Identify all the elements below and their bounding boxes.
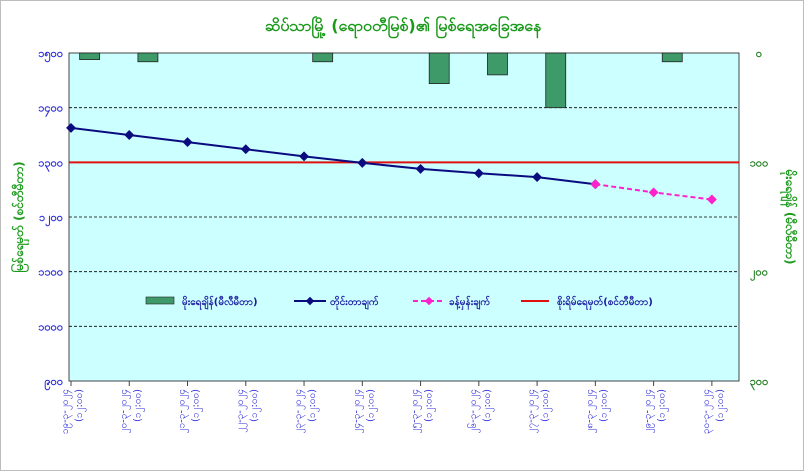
chart-title: ဆိပ်သာမြို့ (ရောဝတီမြစ်)၏ မြစ်ရေအခြေအနေ xyxy=(265,15,542,39)
x-tick-sublabel: (၁၂:၀၀) xyxy=(249,389,262,422)
x-tick-sublabel: (၁၂:၀၀) xyxy=(365,389,378,422)
observed-point xyxy=(357,157,368,168)
left-axis: ၉၀၀ ၁၀၀၀ ၁၁၀၀ ၁၂၀၀ ၁၃၀၀ ၁၄၀၀ ၁၅၀၀ xyxy=(38,47,63,391)
x-tick-group: ၂၀-၃-၂၀၂၄ (၁၂:၀၀) xyxy=(118,389,145,434)
x-tick-label: ၃၀-၃-၂၀၂၄ xyxy=(701,389,714,434)
x-tick-sublabel: (၁၂:၀၀) xyxy=(424,389,437,422)
x-tick-group: ၂၅-၃-၂၀၂၄ (၁၂:၀၀) xyxy=(410,389,437,434)
left-tick-label: ၁၁၀၀ xyxy=(38,266,63,279)
x-tick-sublabel: (၁၂:၀၀) xyxy=(74,389,87,422)
observed-point xyxy=(473,168,484,179)
x-tick-sublabel: (၁၂:၀၀) xyxy=(132,389,145,422)
x-tick-sublabel: (၁၂:၀၀) xyxy=(482,389,495,422)
legend-marker xyxy=(424,296,434,306)
x-tick-sublabel: (၁၂:၀၀) xyxy=(191,389,204,422)
rainfall-bar xyxy=(487,52,508,76)
left-tick-label: ၁၄၀၀ xyxy=(38,102,63,118)
left-tick-label: ၁၅၀၀ xyxy=(38,47,63,63)
rainfall-bar xyxy=(312,52,334,63)
left-tick-label: ၁၂၀၀ xyxy=(39,211,63,227)
left-tick-label: ၁၃၀၀ xyxy=(38,156,63,172)
rainfall-bar xyxy=(137,52,159,63)
forecast-point xyxy=(648,187,659,198)
legend-marker xyxy=(305,296,315,306)
x-tick-group: ၂၂-၃-၂၀၂၄ (၁၂:၀၀) xyxy=(235,389,262,433)
x-tick-group: ၂၉-၃-၂၀၂၄ (၁၂:၀၀) xyxy=(643,389,670,434)
x-tick-group: ၂၃-၃-၂၀၂၄ (၁၂:၀၀) xyxy=(293,389,320,434)
x-tick-group: ၃၀-၃-၂၀၂၄ (၁၂:၀၀) xyxy=(701,389,728,434)
x-tick-label: ၂၃-၃-၂၀၂၄ xyxy=(293,389,306,433)
rainfall-bar xyxy=(79,52,101,60)
x-axis: ၁၉-၃-၂၀၂၄ (၁၂:၀၀) ၂၀-၃-၂၀၂၄ (၁၂:၀၀) ၂၁-၃-၂၀၂… xyxy=(60,381,728,434)
observed-point xyxy=(415,163,426,174)
x-tick-label: ၁၉-၃-၂၀၂၄ xyxy=(60,389,73,434)
x-tick-sublabel: (၁၂:၀၀) xyxy=(657,389,670,422)
observed-point xyxy=(66,122,76,133)
x-tick-sublabel: (၁၂:၀၀) xyxy=(715,389,728,422)
x-tick-label: ၂၆-၃-၂၀၂၄ xyxy=(466,389,481,433)
forecast-point xyxy=(706,194,717,205)
x-tick-label: ၂၁-၃-၂၀၂၄ xyxy=(177,389,190,433)
observed-point xyxy=(240,144,251,155)
right-tick-label: ၂၀၀ xyxy=(750,266,768,282)
right-tick-label: ၁၀၀ xyxy=(750,156,769,169)
x-tick-group: ၂၇-၃-၂၀၂၄ (၁၂:၀၀) xyxy=(526,389,553,434)
forecast-point xyxy=(590,179,601,190)
left-tick-label: ၁၀၀၀ xyxy=(38,320,63,333)
right-tick-label: ၃၀၀ xyxy=(750,375,769,391)
series-lines xyxy=(66,122,739,205)
x-tick-group: ၂၁-၃-၂၀၂၄ (၁၂:၀၀) xyxy=(177,389,204,434)
legend: မိုးရေချိန်(မီလီမီတာ) တိုင်းတာချက် ခန့်မှန… xyxy=(145,295,653,311)
x-tick-label: ၂၂-၃-၂၀၂၄ xyxy=(235,389,248,433)
rainfall-bar xyxy=(661,52,683,63)
legend-label: စိုးရိမ်ရေမှတ်(စင်တီမီတာ) xyxy=(557,295,653,311)
x-tick-sublabel: (၁၂:၀၀) xyxy=(598,389,611,422)
x-tick-group: ၁၉-၃-၂၀၂၄ (၁၂:၀၀) xyxy=(60,389,87,434)
observed-line xyxy=(70,126,596,186)
x-tick-label: ၂၇-၃-၂၀၂၄ xyxy=(526,389,539,433)
left-tick-label: ၉၀၀ xyxy=(44,375,63,391)
observed-point xyxy=(182,137,193,148)
legend-label: မိုးရေချိန်(မီလီမီတာ) xyxy=(182,295,258,311)
x-tick-group: ၂၄-၃-၂၀၂၄ (၁၂:၀၀) xyxy=(351,389,378,434)
legend-label: ခန့်မှန်းချက် xyxy=(449,295,490,311)
legend-label: တိုင်းတာချက် xyxy=(330,295,379,311)
right-axis-title: မိုးရေချိန် (မီလီမီတာ) xyxy=(779,169,799,265)
x-tick-label: ၂၀-၃-၂၀၂၄ xyxy=(118,389,131,433)
x-tick-group: ၂၈-၃-၂၀၂၄ (၁၂:၀၀) xyxy=(584,389,611,434)
right-tick-label: ၀ xyxy=(756,47,762,60)
x-tick-label: ၂၄-၃-၂၀၂၄ xyxy=(351,389,364,433)
x-tick-group: ၂၆-၃-၂၀၂၄ (၁၂:၀၀) xyxy=(466,389,495,434)
x-tick-label: ၂၈-၃-၂၀၂၄ xyxy=(584,389,597,434)
rainfall-bars xyxy=(79,52,683,109)
rainfall-bar xyxy=(428,52,450,85)
left-axis-title: မြစ်ရေမှတ် (စင်တီမီတာ) xyxy=(9,161,30,272)
x-tick-label: ၂၉-၃-၂၀၂၄ xyxy=(643,389,656,433)
observed-point xyxy=(532,172,543,183)
rainfall-bar xyxy=(545,52,567,109)
legend-swatch-rainfall xyxy=(145,296,175,305)
x-tick-sublabel: (၁၂:၀၀) xyxy=(307,389,320,422)
x-tick-label: ၂၅-၃-၂၀၂၄ xyxy=(410,389,423,433)
observed-point xyxy=(299,151,309,162)
x-tick-sublabel: (၁၂:၀၀) xyxy=(540,389,553,422)
